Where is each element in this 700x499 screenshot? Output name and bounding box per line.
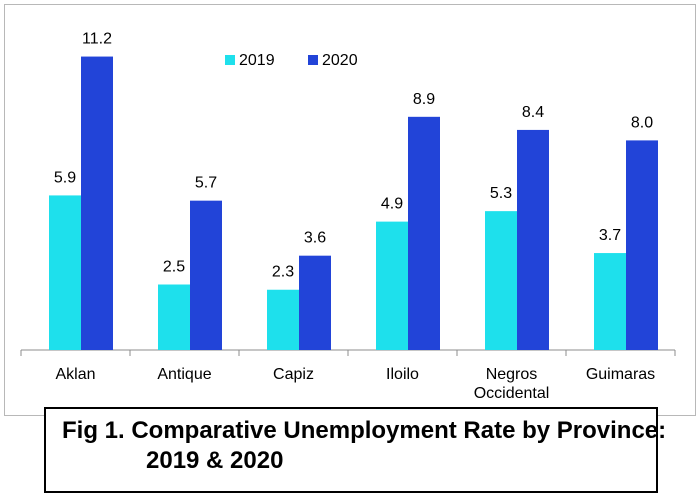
legend-swatch-2020 <box>308 55 318 65</box>
data-label: 5.9 <box>54 169 76 186</box>
data-label: 2.5 <box>163 259 185 276</box>
bar-2019-negros-occidental <box>485 211 517 350</box>
bar-2019-capiz <box>267 289 299 350</box>
x-tick-label: Antique <box>157 366 211 383</box>
data-label: 8.9 <box>413 91 435 108</box>
x-tick-label: Guimaras <box>586 366 655 383</box>
bar-2020-capiz <box>299 255 331 350</box>
bar-2019-antique <box>158 284 190 350</box>
data-label: 8.0 <box>631 114 653 131</box>
legend-label: 2020 <box>322 52 358 69</box>
bar-2019-guimaras <box>594 253 626 350</box>
x-tick-label: Negros <box>486 366 538 383</box>
bar-2020-iloilo <box>408 116 440 350</box>
data-label: 8.4 <box>522 104 544 121</box>
bar-2020-aklan <box>81 56 113 351</box>
legend-label: 2019 <box>239 52 275 69</box>
bar-2020-antique <box>190 200 222 350</box>
caption-line-1: Fig 1. Comparative Unemployment Rate by … <box>62 417 667 444</box>
data-label: 5.3 <box>490 185 512 202</box>
data-label: 2.3 <box>272 264 294 281</box>
bar-2020-negros-occidental <box>517 129 549 350</box>
data-label: 3.6 <box>304 230 326 247</box>
data-label: 4.9 <box>381 196 403 213</box>
bar-2019-aklan <box>49 195 81 350</box>
x-tick-label: Aklan <box>55 366 95 383</box>
x-tick-label: Iloilo <box>386 366 419 383</box>
data-label: 5.7 <box>195 175 217 192</box>
bar-chart: 5.9 11.2 Aklan 2.5 5.7 Antique 2.3 3.6 Capiz 4.9 8… <box>20 31 676 402</box>
x-tick-label: Capiz <box>273 366 314 383</box>
data-label: 3.7 <box>599 227 621 244</box>
x-tick-label: Occidental <box>474 385 550 402</box>
bar-2019-iloilo <box>376 221 408 350</box>
data-label: 11.2 <box>82 31 112 48</box>
figure-caption: Fig 1. Comparative Unemployment Rate by … <box>44 407 666 493</box>
chart-frame: 5.9 11.2 Aklan 2.5 5.7 Antique 2.3 3.6 Capiz 4.9 8… <box>4 4 696 416</box>
bar-2020-guimaras <box>626 140 658 350</box>
legend-swatch-2019 <box>225 55 235 65</box>
caption-line-2: 2019 & 2020 <box>146 447 284 474</box>
